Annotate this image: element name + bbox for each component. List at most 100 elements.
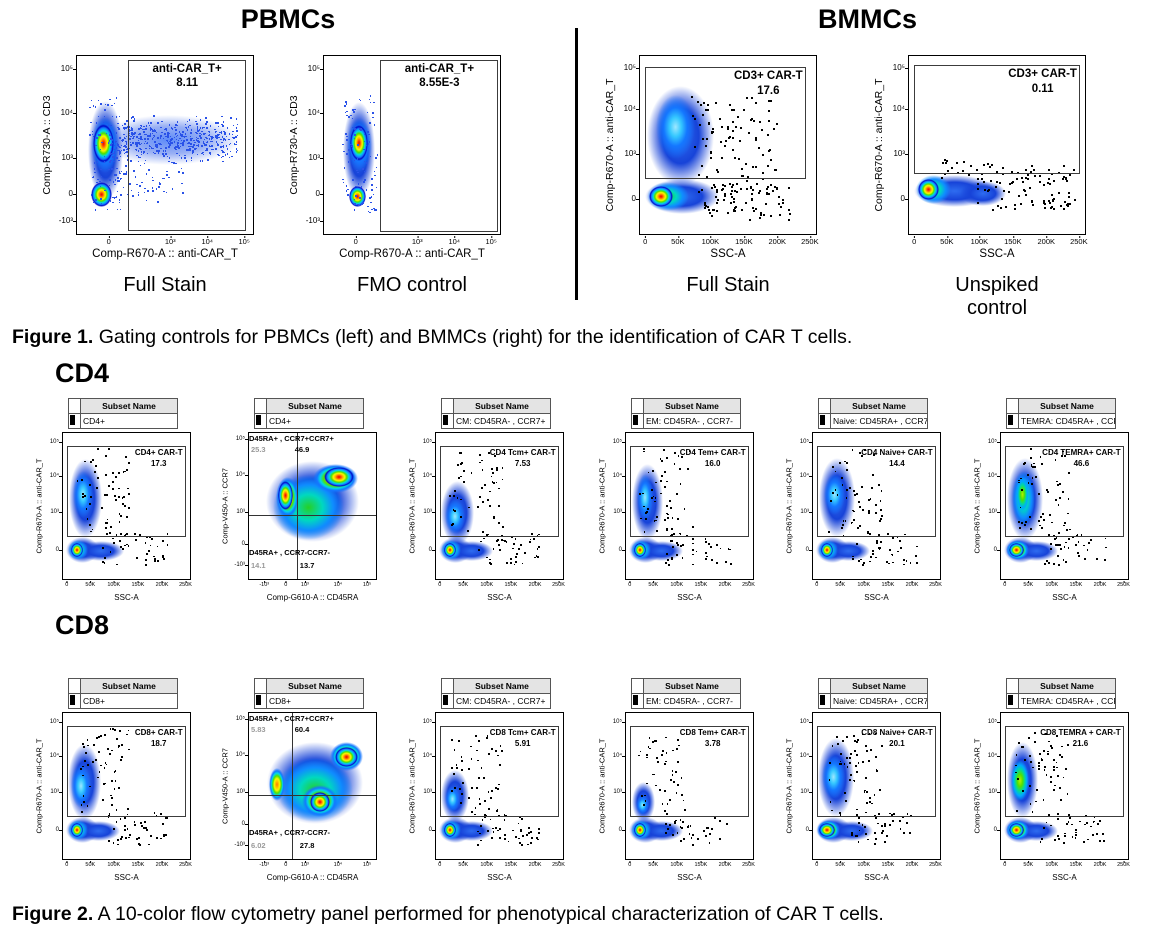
scatter-dot: [113, 788, 116, 790]
scatter-dot: [97, 134, 100, 136]
scatter-dot: [163, 128, 166, 131]
plot-area: anti-CAR_T+ 8.11: [76, 55, 254, 235]
scatter-dot: [488, 752, 491, 755]
scatter-dot: [1029, 187, 1032, 189]
scatter-dot: [217, 125, 220, 128]
scatter-dot: [109, 151, 112, 154]
scatter-dot: [680, 839, 683, 842]
scatter-dot: [726, 127, 729, 130]
scatter-dot: [161, 120, 163, 123]
scatter-dot: [477, 549, 480, 551]
scatter-dot: [346, 114, 348, 117]
scatter-dot: [1085, 821, 1088, 824]
scatter-dot: [118, 786, 121, 789]
scatter-dot: [128, 492, 130, 495]
scatter-dot: [235, 118, 238, 120]
scatter-dot: [1102, 839, 1105, 842]
gate-value: 14.4: [889, 458, 905, 468]
scatter-dot: [182, 143, 184, 145]
scatter-dot: [511, 547, 514, 550]
scatter-dot: [669, 799, 671, 801]
scatter-dot: [873, 794, 876, 797]
scatter-dot: [345, 133, 347, 135]
density-blob: [1008, 822, 1024, 838]
x-axis-tick: 10³: [164, 236, 176, 246]
x-axis-tick: 150K: [735, 236, 753, 246]
y-axis-tick: 10⁵: [49, 719, 63, 726]
scatter-dot: [365, 189, 368, 191]
scatter-dot: [733, 108, 736, 111]
scatter-dot: [874, 817, 877, 820]
scatter-dot: [118, 471, 120, 474]
scatter-dot: [689, 825, 692, 827]
y-axis-tick: 10⁵: [612, 719, 626, 726]
scatter-dot: [987, 188, 990, 191]
scatter-dot: [107, 747, 109, 750]
x-axis: 0 50K 100K 150K 200K 250K: [640, 236, 819, 246]
scatter-dot: [853, 749, 856, 752]
scatter-dot: [857, 840, 860, 843]
scatter-dot: [849, 757, 851, 759]
scatter-dot: [1011, 182, 1014, 185]
flow-cytometry-plot: Subset Name CM: CD45RA- , CCR7+ Comp-R67…: [406, 678, 565, 882]
scatter-dot: [880, 489, 883, 492]
scatter-dot: [717, 198, 720, 201]
scatter-dot: [123, 137, 126, 139]
scatter-dot: [166, 533, 169, 536]
scatter-dot: [661, 459, 664, 462]
scatter-dot: [1041, 837, 1044, 840]
scatter-dot: [840, 763, 843, 765]
y-axis-tick: 0: [618, 547, 626, 554]
scatter-dot: [1059, 204, 1062, 207]
scatter-dot: [192, 150, 194, 152]
y-axis-tick: 10³: [61, 152, 76, 162]
scatter-dot: [88, 484, 91, 487]
scatter-dot: [1067, 547, 1070, 550]
y-axis-title-text: Comp-R670-A :: anti-CAR_T: [872, 78, 885, 212]
scatter-dot: [370, 201, 372, 204]
y-axis-tick: 10⁴: [612, 473, 626, 480]
scatter-dot: [865, 833, 867, 836]
density-blob: [70, 542, 84, 558]
scatter-dot: [670, 528, 673, 531]
scatter-dot: [1046, 753, 1049, 756]
scatter-dot: [346, 153, 348, 155]
scatter-dot: [368, 133, 370, 136]
scatter-dot: [664, 485, 667, 488]
scatter-dot: [710, 828, 713, 831]
scatter-dot: [218, 133, 220, 136]
scatter-dot: [118, 521, 121, 523]
scatter-dot: [80, 768, 83, 771]
scatter-dot: [145, 128, 147, 130]
scatter-dot: [111, 804, 114, 806]
scatter-dot: [674, 771, 677, 773]
scatter-dot: [984, 188, 987, 191]
scatter-dot: [161, 555, 164, 557]
scatter-dot: [122, 471, 125, 473]
scatter-dot: [123, 128, 126, 130]
subset-marker-icon: [1008, 695, 1013, 705]
scatter-dot: [141, 138, 143, 141]
scatter-dot: [373, 124, 376, 126]
y-axis-title: Comp-R670-A :: anti-CAR_T: [971, 432, 982, 580]
y-axis-title-text: Comp-R670-A :: anti-CAR_T: [972, 458, 981, 554]
scatter-dot: [1065, 768, 1067, 770]
scatter-dot: [1018, 527, 1021, 530]
scatter-dot: [190, 143, 192, 145]
x-axis-title: SSC-A: [710, 248, 746, 260]
density-blob: [639, 821, 684, 842]
scatter-dot: [130, 160, 132, 162]
scatter-dot: [226, 148, 229, 150]
scatter-dot: [1072, 168, 1075, 171]
scatter-dot: [946, 169, 949, 172]
y-axis-tick: 10³: [236, 788, 248, 795]
scatter-dot: [738, 140, 741, 143]
scatter-dot: [643, 448, 646, 450]
scatter-dot: [834, 488, 837, 491]
scatter-dot: [851, 448, 854, 451]
gate-label: anti-CAR_T+: [152, 62, 222, 75]
gate-box: CD8 Naive+ CAR-T 20.1: [816, 726, 936, 818]
x-axis-tick: 50K: [1023, 581, 1034, 588]
density-blob: [269, 768, 285, 801]
scatter-dot: [1019, 506, 1022, 509]
